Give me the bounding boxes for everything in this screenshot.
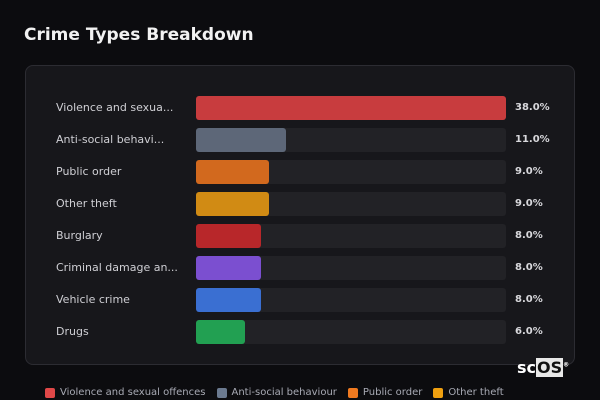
legend-swatch <box>45 387 55 398</box>
category-label: Violence and sexua... <box>56 101 174 114</box>
bar-row: Vehicle crime 8.0% <box>26 288 574 312</box>
bar-track <box>196 96 506 120</box>
bar-row: Criminal damage an... 8.0% <box>26 256 574 280</box>
bar-row: Burglary 8.0% <box>26 224 574 248</box>
legend-item[interactable]: Violence and sexual offences <box>45 387 206 398</box>
scos-logo: scOS® <box>517 358 570 377</box>
category-label: Anti-social behavi... <box>56 133 165 146</box>
bar[interactable] <box>196 256 262 280</box>
value-label: 8.0% <box>515 262 543 273</box>
legend-swatch <box>433 387 444 398</box>
legend-item[interactable]: Public order <box>347 387 423 398</box>
bar[interactable] <box>196 192 270 216</box>
chart-title: Crime Types Breakdown <box>24 25 254 45</box>
bar-row: Anti-social behavi... 11.0% <box>26 128 574 152</box>
bar[interactable] <box>196 288 262 312</box>
legend-label: Other theft <box>448 387 504 398</box>
legend: Violence and sexual offences Anti-social … <box>45 387 504 398</box>
category-label: Public order <box>56 165 122 178</box>
bar-track <box>196 224 506 248</box>
value-label: 11.0% <box>515 134 550 145</box>
legend-label: Anti-social behaviour <box>231 387 337 398</box>
legend-item[interactable]: Other theft <box>433 387 504 398</box>
bar-track <box>196 192 506 216</box>
bar-row: Other theft 9.0% <box>26 192 574 216</box>
value-label: 38.0% <box>515 102 550 113</box>
chart-card: Violence and sexua... 38.0% Anti-social b… <box>25 65 575 365</box>
bar-track <box>196 288 506 312</box>
category-label: Vehicle crime <box>56 293 130 306</box>
value-label: 6.0% <box>515 326 543 337</box>
bar-track <box>196 128 506 152</box>
legend-label: Violence and sexual offences <box>60 387 206 398</box>
legend-label: Public order <box>362 387 423 398</box>
value-label: 8.0% <box>515 294 543 305</box>
bar-track <box>196 256 506 280</box>
bar[interactable] <box>196 96 506 120</box>
category-label: Criminal damage an... <box>56 261 178 274</box>
value-label: 8.0% <box>515 230 543 241</box>
bar[interactable] <box>196 224 262 248</box>
bar-row: Public order 9.0% <box>26 160 574 184</box>
bar[interactable] <box>196 160 270 184</box>
bar-track <box>196 160 506 184</box>
bar[interactable] <box>196 128 286 152</box>
category-label: Drugs <box>56 325 89 338</box>
legend-swatch <box>216 387 227 398</box>
value-label: 9.0% <box>515 166 543 177</box>
bar-track <box>196 320 506 344</box>
legend-swatch <box>347 387 358 398</box>
bar-row: Violence and sexua... 38.0% <box>26 96 574 120</box>
category-label: Other theft <box>56 197 117 210</box>
value-label: 9.0% <box>515 198 543 209</box>
bar-row: Drugs 6.0% <box>26 320 574 344</box>
bar[interactable] <box>196 320 245 344</box>
legend-item[interactable]: Anti-social behaviour <box>216 387 337 398</box>
category-label: Burglary <box>56 229 103 242</box>
